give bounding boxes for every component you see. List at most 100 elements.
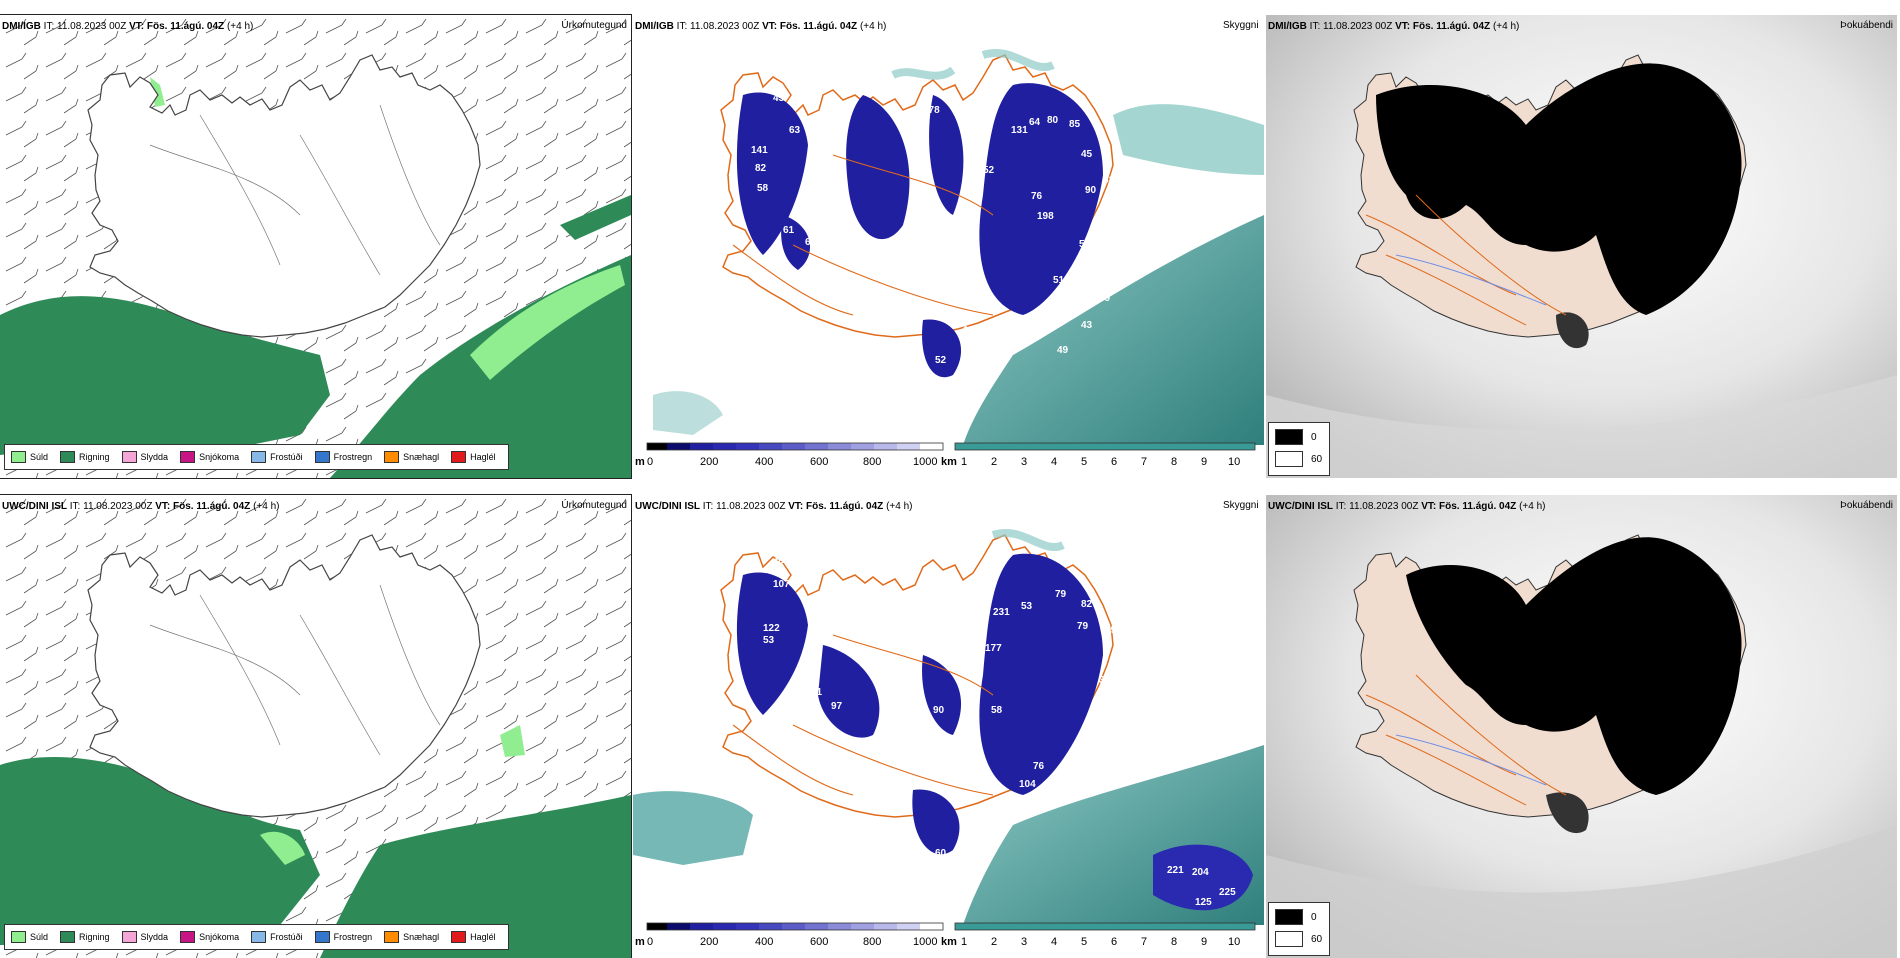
fog-legend-row: 60 bbox=[1275, 451, 1322, 467]
legend-swatch bbox=[314, 931, 330, 943]
height-tick: 600 bbox=[810, 456, 829, 468]
visibility-map bbox=[653, 49, 1264, 445]
legend-item: Súld bbox=[11, 931, 48, 943]
legend-label: Frostregn bbox=[333, 932, 373, 942]
visibility-value-label: 40 bbox=[1105, 717, 1117, 728]
visibility-value-label: 58 bbox=[757, 183, 769, 194]
vt-value: Fös. 11.ágú. 04Z bbox=[1439, 501, 1517, 512]
offset: (+4 h) bbox=[226, 21, 254, 32]
height-tick: 1000 bbox=[913, 936, 938, 948]
panel-title: Úrkomutegund bbox=[561, 500, 627, 511]
visibility-value-label: 122 bbox=[763, 623, 780, 634]
distance-tick: 7 bbox=[1141, 456, 1148, 468]
it-label: IT: bbox=[702, 501, 714, 512]
it-label: IT: bbox=[69, 501, 81, 512]
visibility-value-label: 52 bbox=[935, 355, 947, 366]
colorbar-graphic bbox=[646, 922, 1256, 931]
visibility-value-label: 46 bbox=[1043, 795, 1055, 806]
vt-label: VT: bbox=[1395, 21, 1411, 32]
panel-header: UWC/DINI ISL IT: 11.08.2023 00Z VT: Fös.… bbox=[1268, 501, 1545, 512]
offset: (+4 h) bbox=[859, 21, 887, 32]
distance-unit: km bbox=[941, 456, 957, 468]
visibility-value-label: 99 bbox=[1105, 625, 1117, 636]
legend-item: Snjókoma bbox=[180, 451, 239, 463]
distance-tick: 4 bbox=[1051, 936, 1058, 948]
colorbar-graphic bbox=[646, 442, 1256, 451]
distance-tick: 1 bbox=[961, 456, 968, 468]
visibility-value-label: 48 bbox=[973, 869, 985, 880]
visibility-value-label: 44 bbox=[1105, 235, 1117, 246]
fog-legend-swatch bbox=[1275, 429, 1303, 445]
legend-swatch bbox=[11, 451, 26, 463]
precip-panel-row1: DMI/IGB IT: 11.08.2023 00Z VT: Fös. 11.á… bbox=[0, 14, 632, 479]
visibility-value-label: 49 bbox=[1073, 305, 1085, 316]
legend-item: Snjókoma bbox=[180, 931, 239, 943]
panel-title: Skyggni bbox=[1223, 20, 1259, 31]
panel-title: Skyggni bbox=[1223, 500, 1259, 511]
height-unit: m bbox=[635, 936, 645, 948]
visibility-value-label: 97 bbox=[831, 701, 843, 712]
legend-label: Slydda bbox=[140, 452, 169, 462]
visibility-value-label: 79 bbox=[1055, 589, 1067, 600]
fog-legend-row: 0 bbox=[1275, 429, 1317, 445]
fog-legend-label: 60 bbox=[1311, 453, 1323, 465]
vt-value: Fös. 11.ágú. 04Z bbox=[806, 501, 884, 512]
panel-header: DMI/IGB IT: 11.08.2023 00Z VT: Fös. 11.á… bbox=[635, 21, 886, 32]
legend-swatch bbox=[121, 931, 137, 943]
height-tick: 0 bbox=[647, 936, 654, 948]
legend-label: Snjókoma bbox=[199, 452, 240, 462]
it-label: IT: bbox=[676, 21, 688, 32]
legend-label: Snæhagl bbox=[403, 452, 440, 462]
panel-title: Úrkomutegund bbox=[561, 20, 627, 31]
precip-legend: Súld Rigning Slydda Snjókoma Frostúði Fr… bbox=[4, 444, 509, 470]
legend-label: Frostúði bbox=[270, 932, 303, 942]
visibility-colorbar: m 0 200 400 600 800 1000 km 1 2 3 4 5 6 … bbox=[635, 922, 1260, 958]
it-value: 11.08.2023 00Z bbox=[1323, 21, 1393, 32]
visibility-value-label: 45 bbox=[1081, 149, 1093, 160]
visibility-value-label: 41 bbox=[1105, 695, 1117, 706]
legend-item: Rigning bbox=[60, 931, 110, 943]
it-value: 11.08.2023 00Z bbox=[57, 21, 127, 32]
offset: (+4 h) bbox=[1492, 21, 1520, 32]
legend-label: Súld bbox=[30, 932, 49, 942]
distance-tick: 6 bbox=[1111, 936, 1118, 948]
visibility-value-label: 50 bbox=[915, 225, 927, 236]
visibility-panel-row1: DMI/IGB IT: 11.08.2023 00Z VT: Fös. 11.á… bbox=[633, 15, 1264, 478]
visibility-value-label: 76 bbox=[1033, 761, 1045, 772]
it-label: IT: bbox=[43, 21, 55, 32]
visibility-value-label: 82 bbox=[755, 163, 767, 174]
panel-title: Þokuábendi bbox=[1840, 20, 1893, 31]
visibility-value-label: 67 bbox=[819, 265, 831, 276]
it-label: IT: bbox=[1335, 501, 1347, 512]
panel-header: DMI/IGB IT: 11.08.2023 00Z VT: Fös. 11.á… bbox=[1268, 21, 1519, 32]
legend-swatch bbox=[11, 931, 26, 943]
visibility-value-label: 70 bbox=[803, 579, 815, 590]
legend-item: Slydda bbox=[121, 451, 169, 463]
visibility-value-label: 46 bbox=[913, 852, 925, 863]
visibility-value-label: 71 bbox=[811, 687, 823, 698]
fog-legend-swatch bbox=[1275, 451, 1303, 467]
legend-swatch bbox=[314, 451, 330, 463]
fog-panel-row1: DMI/IGB IT: 11.08.2023 00Z VT: Fös. 11.á… bbox=[1266, 15, 1897, 478]
distance-tick: 2 bbox=[991, 936, 998, 948]
visibility-value-label: 55 bbox=[937, 227, 949, 238]
distance-tick: 4 bbox=[1051, 456, 1058, 468]
visibility-value-label: 45 bbox=[773, 93, 785, 104]
visibility-value-label: 49 bbox=[1057, 345, 1069, 356]
visibility-value-label: 69 bbox=[971, 187, 983, 198]
panel-header: DMI/IGB IT: 11.08.2023 00Z VT: Fös. 11.á… bbox=[2, 21, 253, 32]
visibility-value-label: 79 bbox=[1077, 621, 1089, 632]
sea-visibility-label: 125 bbox=[1195, 897, 1212, 908]
legend-item: Haglél bbox=[451, 451, 496, 463]
visibility-value-label: 58 bbox=[991, 705, 1003, 716]
offset: (+4 h) bbox=[253, 501, 280, 512]
distance-tick: 9 bbox=[1201, 936, 1208, 948]
visibility-value-label: 178 bbox=[923, 105, 940, 116]
model-name: DMI/IGB bbox=[1268, 21, 1307, 32]
visibility-value-label: 104 bbox=[1019, 779, 1036, 790]
legend-swatch bbox=[384, 451, 400, 463]
model-name: UWC/DINI ISL bbox=[2, 501, 67, 512]
fog-legend: 0 60 bbox=[1268, 422, 1330, 476]
legend-item: Slydda bbox=[121, 931, 168, 943]
visibility-value-label: 81 bbox=[1103, 175, 1115, 186]
